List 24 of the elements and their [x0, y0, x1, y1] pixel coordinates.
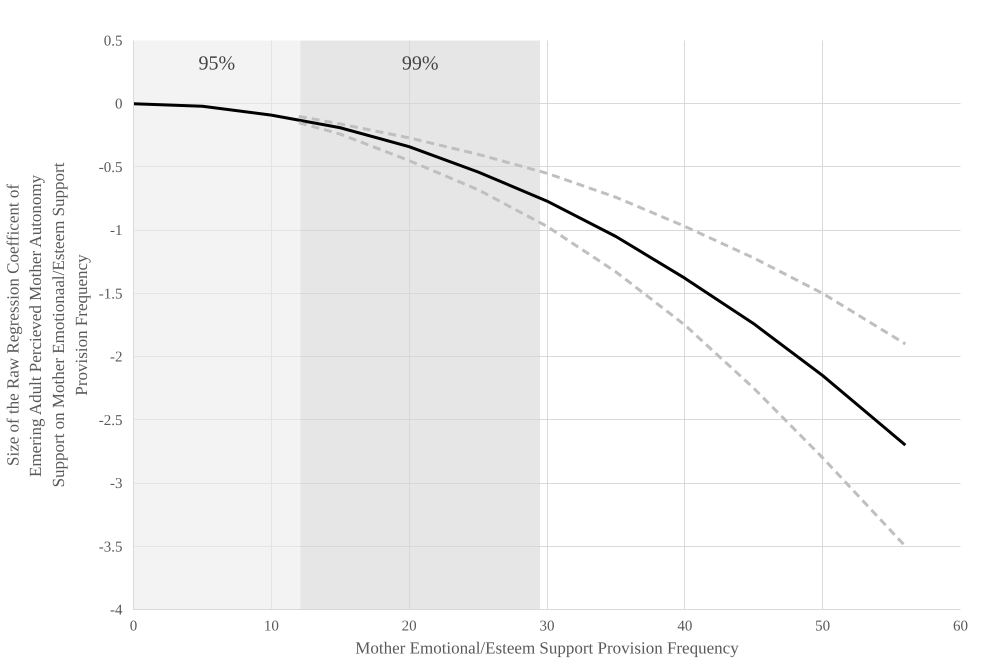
y-tick-label: -3.5 — [98, 539, 123, 556]
y-tick-label: -3 — [110, 476, 123, 492]
x-tick-label: 50 — [815, 618, 830, 634]
y-tick-label: 0.5 — [104, 34, 122, 50]
line-series — [134, 102, 907, 447]
x-tick-label: 20 — [402, 618, 417, 634]
y-tick-label: -1 — [110, 223, 123, 240]
x-tick-label: 10 — [264, 618, 279, 634]
y-tick-label: -2.5 — [98, 412, 123, 429]
y-axis-title: Size of the Raw Regression Coefficent of Emering Adult Percieved Mother Autonomy Support on Mother Emotionaal/Esteem Support Provision Frequency — [3, 162, 91, 488]
y-tick-label: -1.5 — [98, 286, 123, 302]
line-series — [297, 114, 907, 346]
y-tick-label: -4 — [110, 602, 123, 618]
band-label: 99% — [402, 52, 439, 74]
x-tick-label: 40 — [677, 618, 692, 634]
x-axis-title: Mother Emotional/Esteem Support Provision Frequency — [355, 638, 740, 658]
y-tick-label: -0.5 — [98, 160, 123, 176]
x-tick-label: 60 — [953, 618, 968, 634]
y-tick-label: 0 — [115, 96, 122, 113]
x-tick-label: 30 — [540, 618, 554, 634]
y-tick-label: -2 — [110, 350, 123, 366]
x-tick-label: 0 — [130, 618, 138, 634]
band-label: 95% — [198, 52, 236, 74]
line-series — [297, 121, 907, 548]
